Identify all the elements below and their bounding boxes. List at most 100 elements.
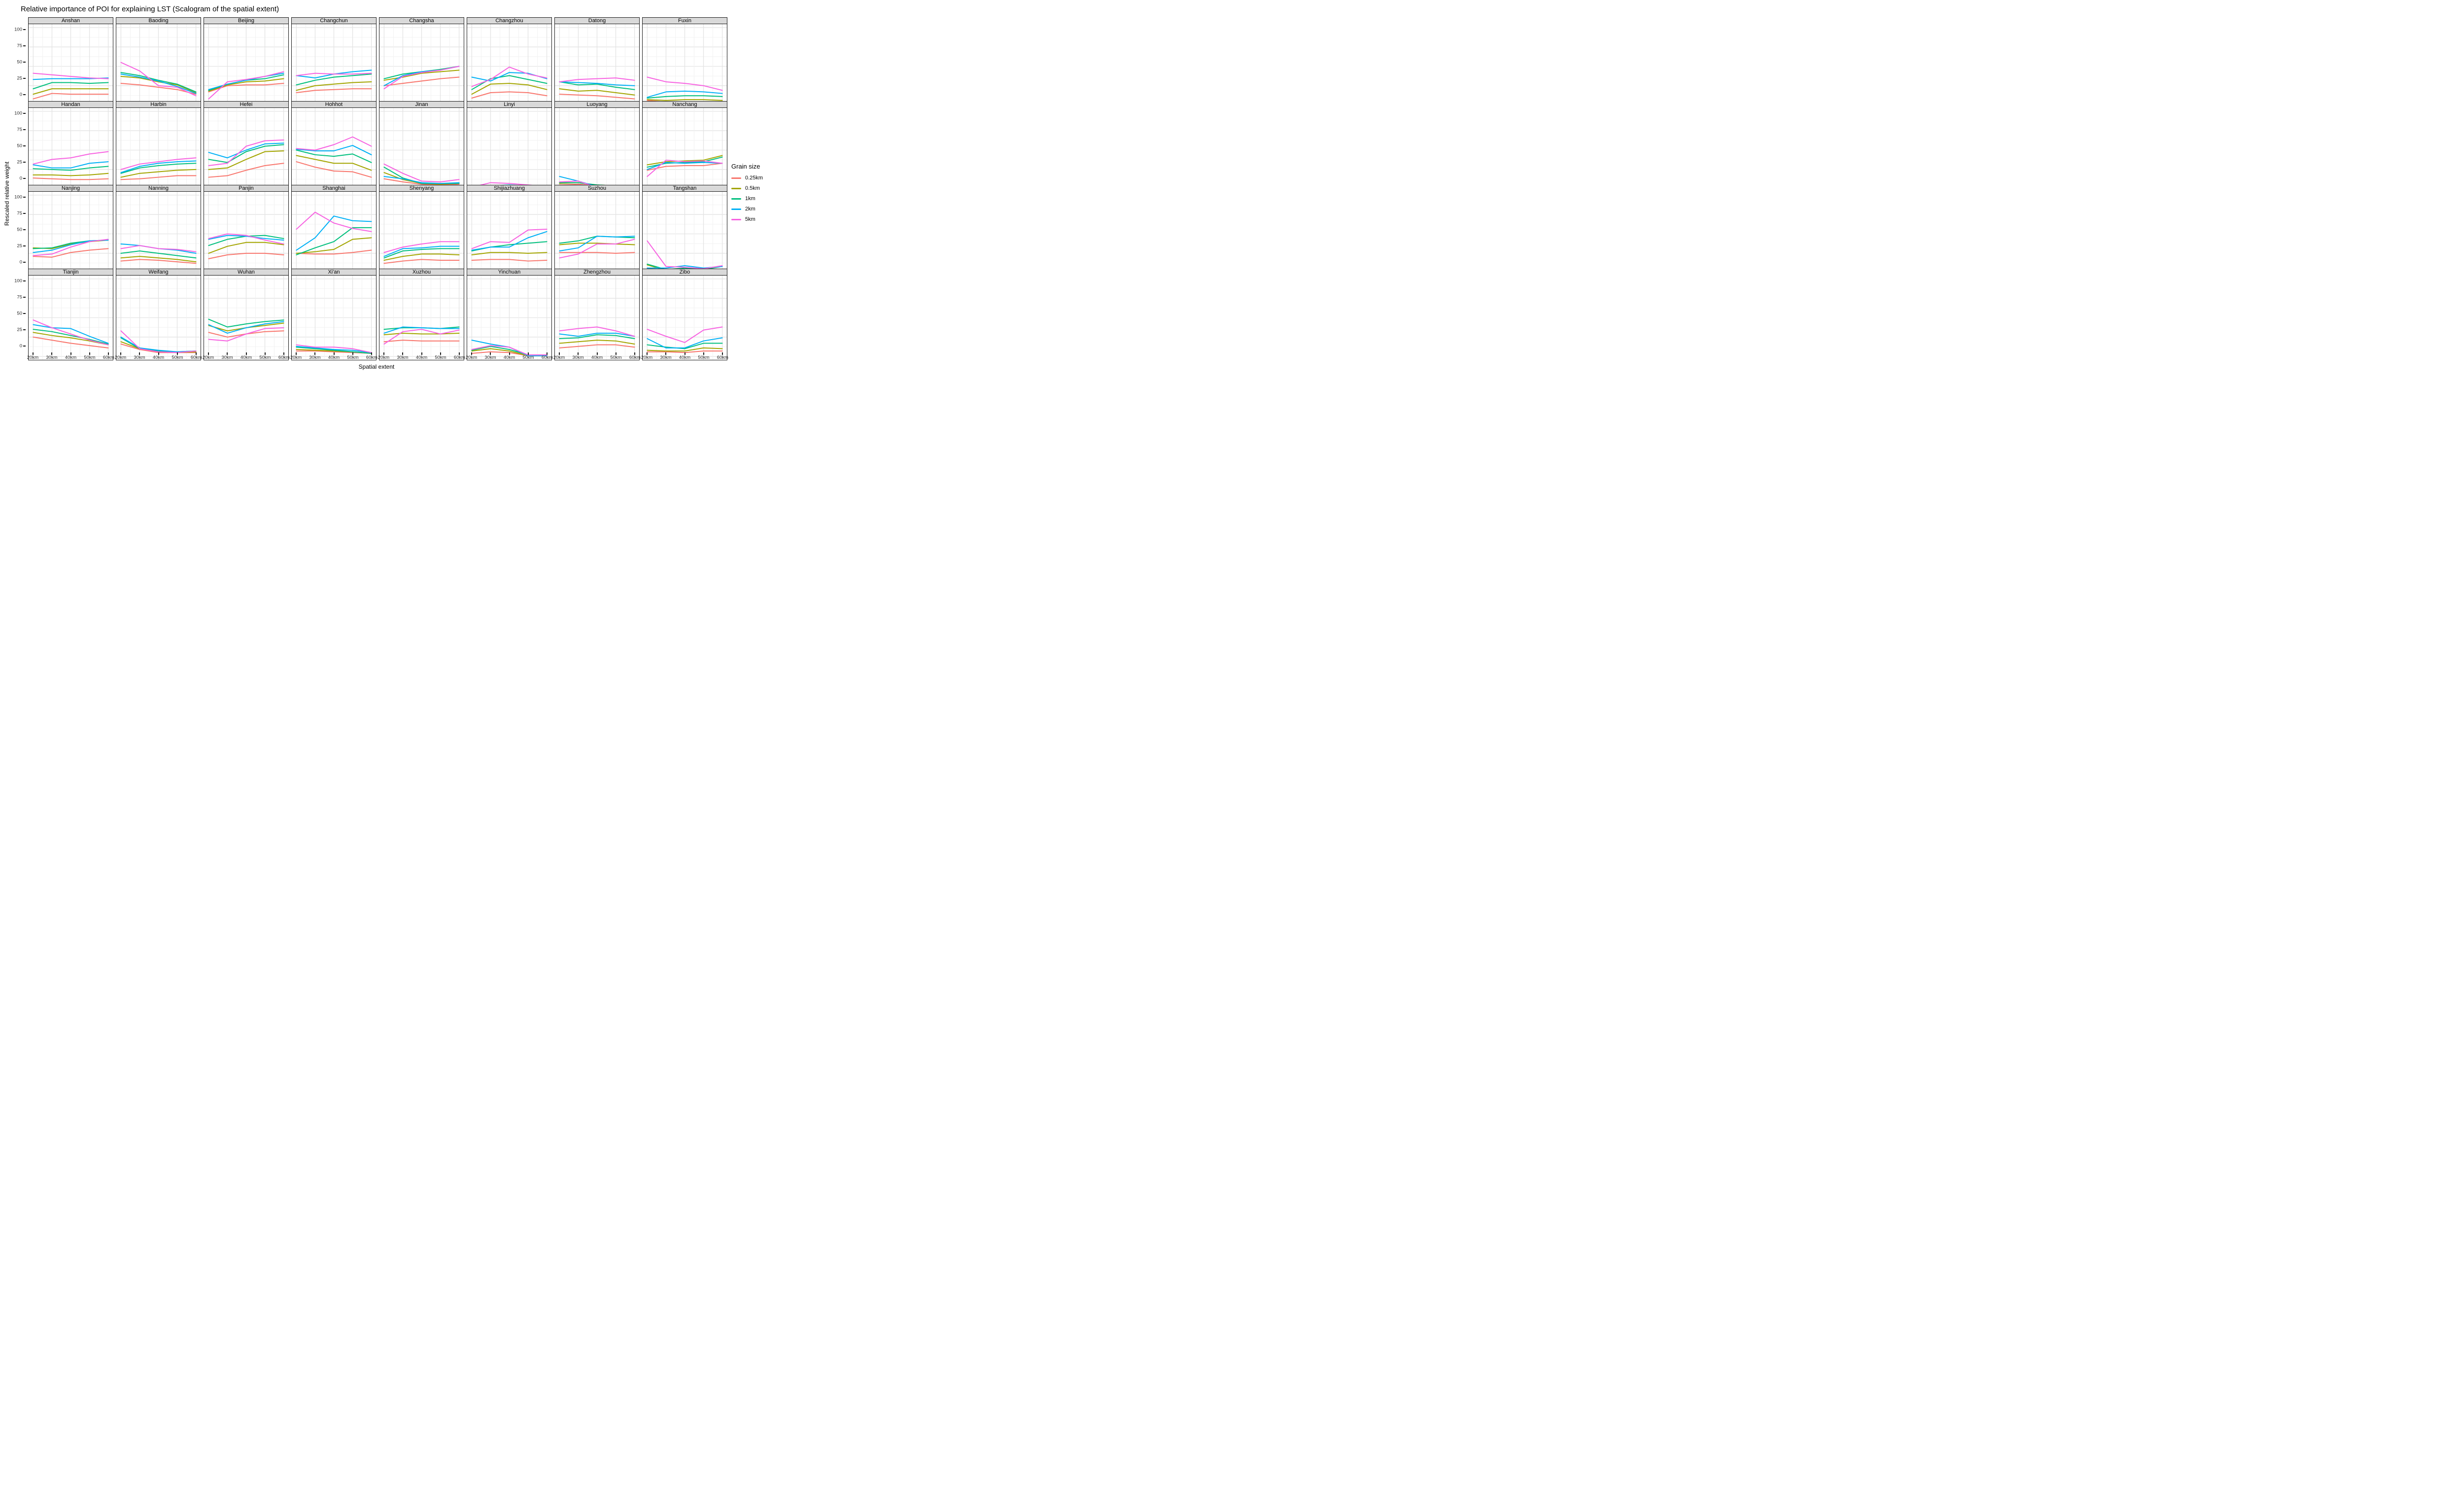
facet-plot	[555, 192, 639, 276]
facet-strip-label: Shanghai	[291, 185, 376, 191]
x-tick-label: 60km	[103, 355, 115, 360]
series-line-1km	[33, 329, 108, 344]
x-tick-label: 30km	[660, 355, 672, 360]
x-axis-ticks: 20km 30km 40km 50km 60km	[203, 352, 290, 361]
x-tick-mark	[421, 352, 422, 355]
facet-plot	[29, 24, 113, 108]
x-tick-mark	[333, 352, 335, 355]
facet-plot	[643, 276, 727, 360]
facet-panel	[28, 191, 113, 277]
series-line-0.25km	[33, 94, 108, 99]
facet-plot	[116, 192, 201, 276]
series-line-2km	[121, 161, 196, 173]
x-tick-label: 30km	[46, 355, 58, 360]
facet-plot	[467, 192, 551, 276]
series-line-5km	[296, 73, 371, 76]
x-tick-mark	[509, 352, 510, 355]
x-tick-mark	[527, 352, 529, 355]
facet-strip-label: Panjin	[204, 185, 289, 191]
series-line-5km	[33, 73, 108, 79]
facet-plot	[116, 108, 201, 192]
scalogram-figure: Relative importance of POI for explainin…	[0, 0, 773, 396]
x-axis-ticks: 20km 30km 40km 50km 60km	[553, 352, 641, 361]
x-tick-label: 20km	[114, 355, 127, 360]
facet-strip-label: Changchun	[291, 17, 376, 24]
y-tick-mark	[23, 245, 26, 247]
series-line-1km	[33, 83, 108, 89]
x-tick-mark	[283, 352, 285, 355]
series-line-0.25km	[559, 345, 634, 348]
facet-shenyang: Shenyang	[379, 185, 464, 277]
y-tick-mark	[23, 329, 26, 331]
series-line-5km	[472, 67, 547, 86]
series-line-2km	[208, 321, 283, 333]
facet-panel	[116, 107, 201, 193]
y-tick-mark	[23, 45, 26, 46]
series-line-0.5km	[296, 156, 371, 171]
facet-weifang: Weifang	[116, 269, 201, 360]
series-line-0.25km	[647, 163, 722, 170]
facet-wuhan: Wuhan	[204, 269, 289, 360]
series-line-5km	[559, 327, 634, 336]
series-line-5km	[384, 242, 459, 252]
x-tick-mark	[440, 352, 441, 355]
series-line-5km	[121, 158, 196, 170]
facet-strip-label: Tangshan	[642, 185, 727, 191]
x-tick-label: 50km	[522, 355, 534, 360]
series-line-0.5km	[559, 243, 634, 244]
facet-handan: Handan	[28, 101, 113, 193]
x-tick-mark	[471, 352, 472, 355]
y-tick-label: 25	[17, 327, 22, 333]
facet-panel	[204, 275, 289, 360]
series-line-2km	[647, 163, 722, 170]
series-line-1km	[559, 82, 634, 90]
series-line-0.5km	[33, 332, 108, 345]
y-tick-label: 25	[17, 159, 22, 165]
y-tick-label: 100	[14, 194, 22, 200]
facet-strip-label: Nanjing	[28, 185, 113, 191]
x-axis-ticks: 20km 30km 40km 50km 60km	[641, 352, 728, 361]
x-tick-mark	[120, 352, 121, 355]
series-line-5km	[121, 245, 196, 252]
legend-line-swatch	[731, 177, 741, 179]
x-tick-label: 60km	[366, 355, 378, 360]
facet-strip-label: Shijiazhuang	[467, 185, 552, 191]
legend-label: 1km	[745, 196, 755, 202]
x-tick-label: 20km	[27, 355, 39, 360]
y-tick-label: 0	[19, 259, 22, 265]
facet-strip-label: Suzhou	[554, 185, 640, 191]
series-line-2km	[208, 73, 283, 90]
y-tick-mark	[23, 94, 26, 96]
x-tick-mark	[665, 352, 666, 355]
y-tick-mark	[23, 62, 26, 63]
x-tick-mark	[70, 352, 71, 355]
y-tick-label: 100	[14, 110, 22, 116]
facet-panel	[116, 191, 201, 277]
y-tick-label: 50	[17, 59, 22, 65]
chart-layout: Rescaled relative weight 100 75 50 25 0 Ansha…	[3, 17, 770, 370]
x-tick-label: 60km	[453, 355, 466, 360]
legend-label: 0.5km	[745, 185, 760, 191]
x-axis-ticks: 20km 30km 40km 50km 60km	[114, 352, 202, 361]
series-line-0.5km	[121, 256, 196, 262]
facet-nanchang: Nanchang	[642, 101, 727, 193]
series-line-1km	[33, 167, 108, 171]
series-line-0.25km	[296, 162, 371, 177]
series-line-0.25km	[384, 77, 459, 86]
x-tick-mark	[51, 352, 52, 355]
y-tick-label: 100	[14, 278, 22, 284]
x-tick-mark	[646, 352, 648, 355]
facet-fuxin: Fuxin	[642, 17, 727, 109]
facet-xuzhou: Xuzhou	[379, 269, 464, 360]
series-line-0.5km	[384, 254, 459, 260]
series-line-5km	[559, 240, 634, 258]
x-tick-label: 20km	[641, 355, 653, 360]
x-tick-label: 40km	[65, 355, 77, 360]
y-tick-mark	[23, 262, 26, 263]
y-tick-label: 25	[17, 75, 22, 81]
facet-zibo: Zibo	[642, 269, 727, 360]
x-tick-label: 40km	[415, 355, 428, 360]
series-line-0.25km	[559, 94, 634, 99]
x-tick-mark	[371, 352, 373, 355]
facet-panel	[467, 275, 552, 360]
